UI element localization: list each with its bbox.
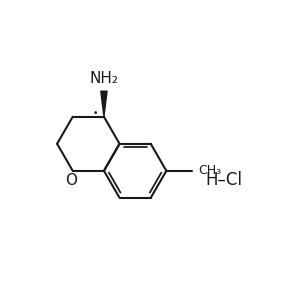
Text: CH₃: CH₃ [199,164,222,177]
Text: NH₂: NH₂ [89,71,118,86]
Text: O: O [65,173,77,188]
Polygon shape [101,91,107,117]
Text: H–Cl: H–Cl [206,171,243,189]
Text: •: • [92,109,98,118]
